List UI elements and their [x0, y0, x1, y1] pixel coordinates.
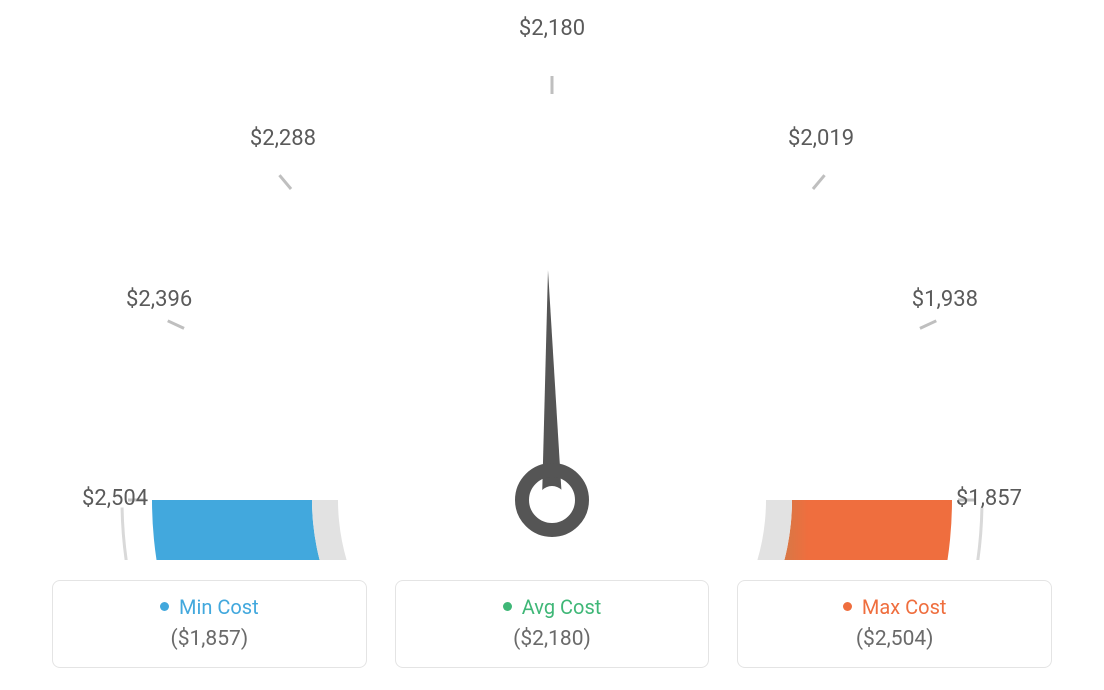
legend-value-avg: ($2,180): [406, 627, 699, 651]
legend-value-max: ($2,504): [748, 627, 1041, 651]
gauge-tick-label: $2,288: [250, 126, 316, 151]
cost-gauge-chart: $1,857 $1,938 $2,019 $2,180 $2,288 $2,396 $2,5…: [0, 0, 1104, 560]
legend-value-min: ($1,857): [63, 627, 356, 651]
gauge-tick-label: $2,180: [512, 16, 592, 41]
legend-card-max: Max Cost ($2,504): [737, 580, 1052, 668]
gauge-tick-label: $1,938: [898, 287, 978, 312]
legend-title-max: Max Cost: [748, 595, 1041, 619]
gauge-tick-label: $2,396: [126, 287, 192, 312]
legend-row: Min Cost ($1,857) Avg Cost ($2,180) Max …: [52, 580, 1052, 668]
gauge-tick-label: $2,504: [82, 486, 148, 511]
legend-card-avg: Avg Cost ($2,180): [395, 580, 710, 668]
legend-title-min: Min Cost: [63, 595, 356, 619]
legend-title-avg: Avg Cost: [406, 595, 699, 619]
gauge-tick-label: $2,019: [774, 126, 854, 151]
legend-card-min: Min Cost ($1,857): [52, 580, 367, 668]
gauge-tick-label: $1,857: [942, 486, 1022, 511]
